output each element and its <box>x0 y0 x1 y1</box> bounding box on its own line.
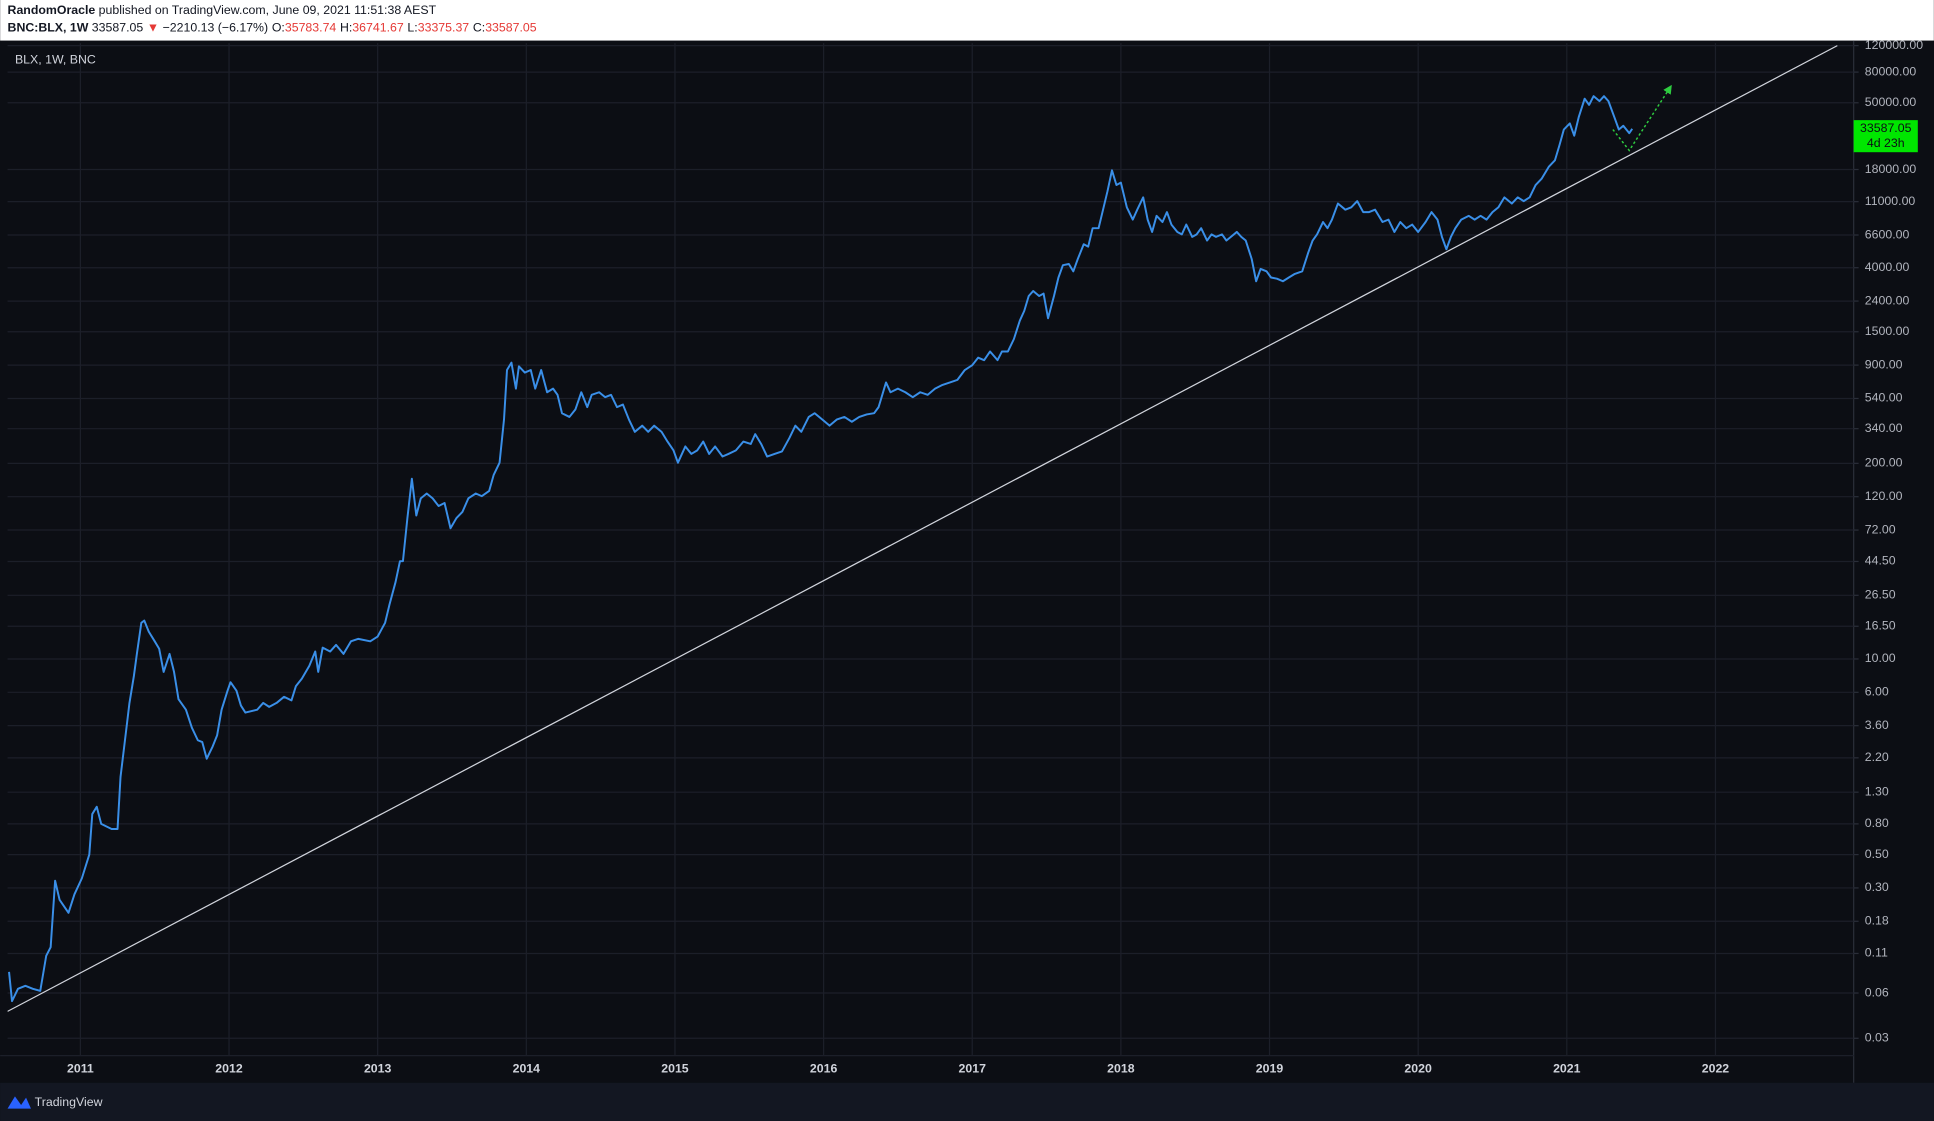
price-label <box>1853 120 1918 153</box>
y-tick-label: 6600.00 <box>1865 227 1910 241</box>
y-tick-label: 26.50 <box>1865 588 1896 602</box>
brand: TradingView <box>35 1095 103 1109</box>
header-bg <box>0 0 1934 41</box>
y-tick-label: 10.00 <box>1865 651 1896 665</box>
y-tick-label: 0.80 <box>1865 816 1889 830</box>
y-tick-label: 2.20 <box>1865 750 1889 764</box>
x-tick-label: 2020 <box>1404 1061 1432 1075</box>
y-tick-label: 16.50 <box>1865 619 1896 633</box>
y-tick-label: 18000.00 <box>1865 162 1917 176</box>
trendline <box>7 45 1838 1012</box>
y-tick-label: 120.00 <box>1865 489 1903 503</box>
ohlc-line: BNC:BLX, 1W 33587.05 ▼ −2210.13 (−6.17%) O… <box>8 21 537 35</box>
ohlc-o-label: O: <box>272 21 285 35</box>
legend: BLX, 1W, BNC <box>15 53 96 67</box>
y-tick-label: 0.06 <box>1865 985 1889 999</box>
y-tick-label: 0.11 <box>1865 946 1888 960</box>
x-tick-label: 2014 <box>513 1061 541 1075</box>
ohlc-h-label: H: <box>340 21 352 35</box>
x-tick-label: 2011 <box>67 1061 94 1075</box>
y-tick-label: 0.03 <box>1865 1031 1889 1045</box>
y-tick-label: 3.60 <box>1865 718 1889 732</box>
published: published on TradingView.com, June 09, 2… <box>99 3 437 17</box>
x-tick-label: 2015 <box>661 1061 689 1075</box>
last: 33587.05 <box>92 21 144 35</box>
x-tick-label: 2021 <box>1553 1061 1581 1075</box>
ohlc-l-label: L: <box>407 21 417 35</box>
y-tick-label: 200.00 <box>1865 456 1903 470</box>
ohlc-h: 36741.67 <box>352 21 404 35</box>
y-tick-label: 0.30 <box>1865 880 1889 894</box>
y-tick-label: 1500.00 <box>1865 324 1910 338</box>
header-line: RandomOracle published on TradingView.co… <box>8 3 437 17</box>
price-line <box>8 95 1634 1003</box>
y-tick-label: 11000.00 <box>1865 194 1916 208</box>
y-tick-label: 2400.00 <box>1865 293 1910 307</box>
y-tick-label: 900.00 <box>1865 357 1903 371</box>
y-tick-label: 120000.00 <box>1865 38 1923 52</box>
x-tick-label: 2022 <box>1702 1061 1730 1075</box>
symbol: BNC:BLX, 1W <box>8 21 89 35</box>
projection-arrow <box>1612 84 1672 152</box>
ohlc-o: 35783.74 <box>285 21 337 35</box>
y-tick-label: 540.00 <box>1865 391 1903 405</box>
change: −2210.13 (−6.17%) <box>163 21 269 35</box>
y-tick-label: 0.18 <box>1865 914 1889 928</box>
y-tick-label: 44.50 <box>1865 554 1896 568</box>
y-tick-label: 72.00 <box>1865 522 1896 536</box>
x-tick-label: 2019 <box>1256 1061 1284 1075</box>
footer-bg <box>0 1082 1934 1121</box>
x-tick-label: 2018 <box>1107 1061 1135 1075</box>
y-tick-label: 0.50 <box>1865 847 1889 861</box>
price-label-text: 33587.05 <box>1860 121 1912 135</box>
y-tick-label: 50000.00 <box>1865 95 1917 109</box>
x-tick-label: 2016 <box>810 1061 838 1075</box>
x-tick-label: 2017 <box>959 1061 987 1075</box>
y-tick-label: 80000.00 <box>1865 64 1917 78</box>
y-tick-label: 4000.00 <box>1865 260 1910 274</box>
x-tick-label: 2012 <box>215 1061 243 1075</box>
y-tick-label: 1.30 <box>1865 784 1889 798</box>
ohlc-c-label: C: <box>473 21 485 35</box>
ohlc-l: 33375.37 <box>418 21 470 35</box>
ohlc-c: 33587.05 <box>485 21 537 35</box>
brand-logo <box>7 1096 31 1109</box>
y-tick-label: 340.00 <box>1865 421 1903 435</box>
direction: ▼ <box>147 21 159 35</box>
y-tick-label: 6.00 <box>1865 685 1889 699</box>
countdown: 4d 23h <box>1867 136 1905 150</box>
author: RandomOracle <box>8 3 96 17</box>
x-tick-label: 2013 <box>364 1061 392 1075</box>
